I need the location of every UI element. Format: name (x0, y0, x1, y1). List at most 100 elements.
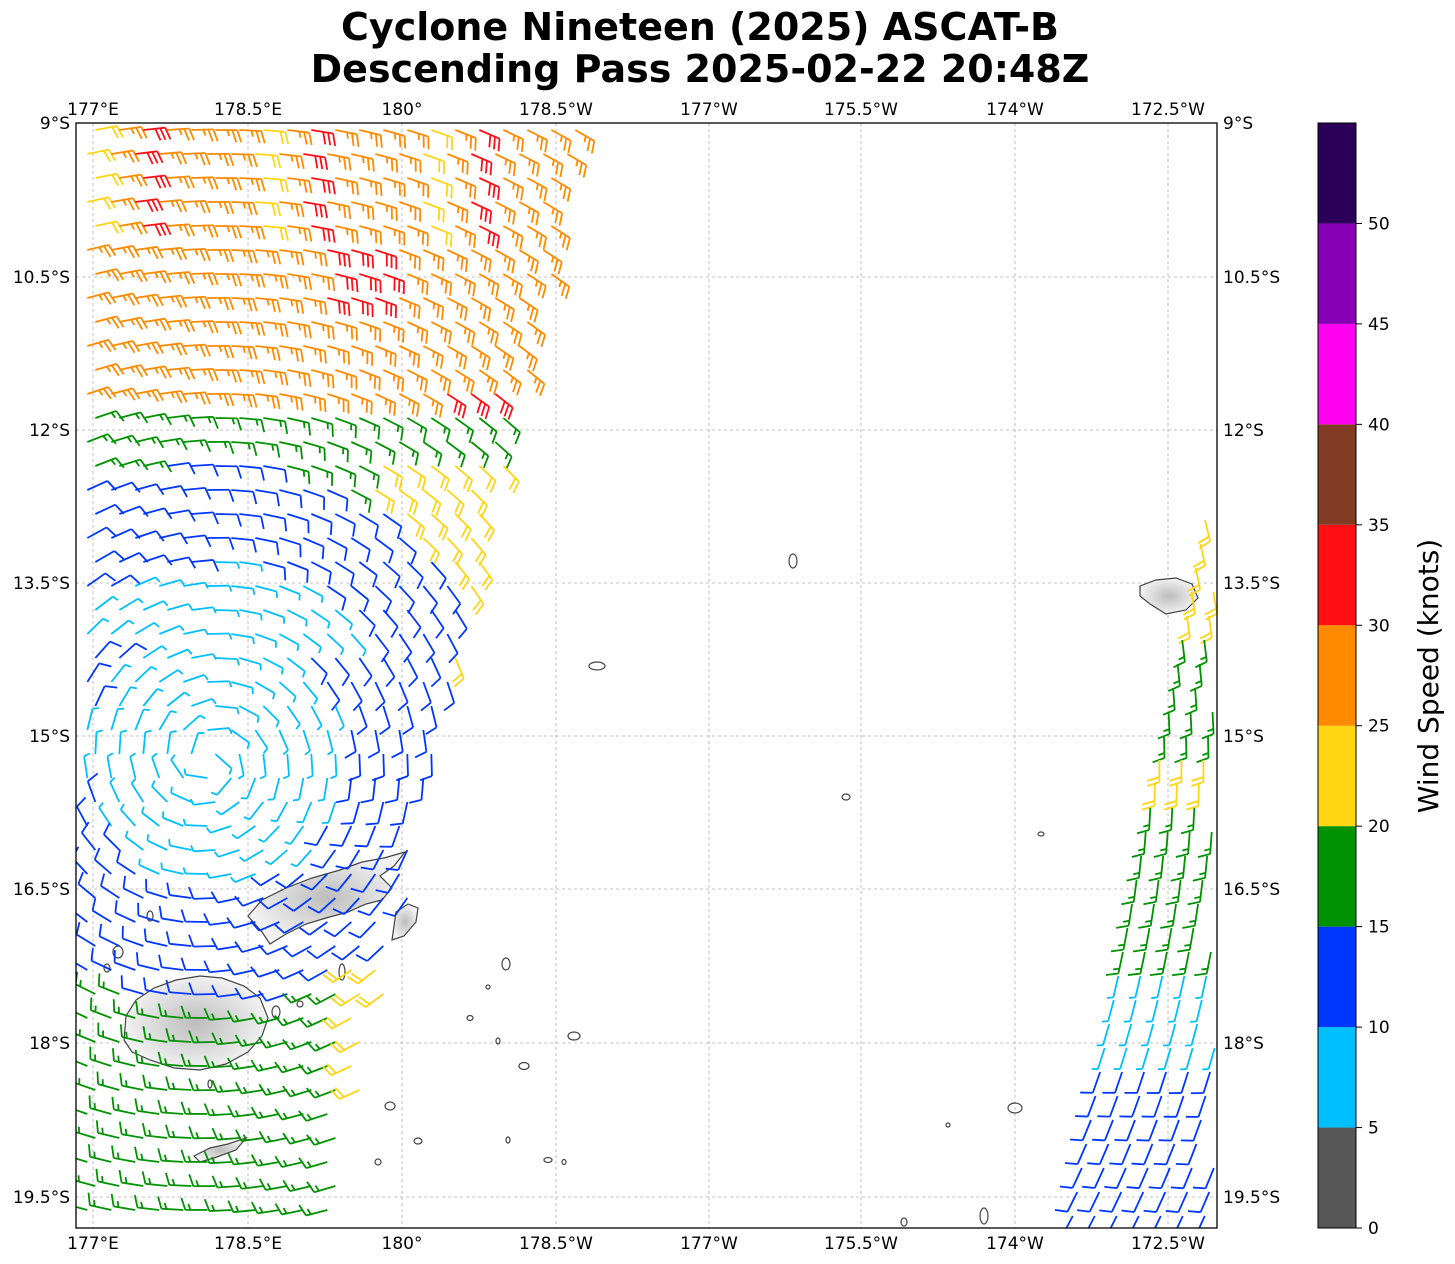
wind-barb (190, 845, 216, 853)
wind-barb (167, 318, 196, 333)
wind-barb (1167, 663, 1181, 692)
wind-barb (235, 1129, 264, 1142)
wind-barb (335, 369, 358, 390)
colorbar-tick-label: 0 (1368, 1219, 1379, 1239)
wind-barb (360, 849, 385, 871)
samoa-island (1139, 577, 1199, 615)
wind-barb (303, 297, 328, 316)
wind-barb (478, 561, 494, 591)
wind-barb (237, 753, 245, 780)
wind-barb (287, 465, 311, 485)
wind-barb (231, 441, 258, 456)
wind-barb (111, 1145, 136, 1163)
wind-barb (502, 273, 524, 298)
wind-barb (1148, 1167, 1171, 1190)
wind-barb (359, 321, 382, 342)
wind-barb (478, 273, 500, 298)
wind-barb (1151, 975, 1164, 999)
wind-barb (391, 729, 404, 759)
wind-barb (1153, 1143, 1176, 1166)
wind-barb (298, 1017, 328, 1028)
wind-barb (430, 657, 442, 688)
wind-barb (180, 1197, 208, 1211)
colorbar-bin (1318, 826, 1356, 927)
wind-barb (1119, 1095, 1141, 1118)
island-niuafoou (841, 793, 851, 801)
wind-barb (141, 1122, 168, 1139)
wind-barb (310, 705, 323, 731)
wind-barb (146, 834, 168, 851)
wind-barb (303, 489, 326, 510)
wind-barb (374, 393, 397, 416)
wind-barb (215, 705, 240, 715)
wind-barb (111, 244, 140, 259)
wind-barb (119, 803, 137, 827)
wind-barb (180, 1053, 208, 1067)
wind-barb (275, 873, 304, 889)
wind-barb (1096, 1023, 1111, 1047)
wind-barb (227, 1200, 256, 1214)
wind-barb (1109, 1143, 1132, 1166)
wind-barb (302, 681, 319, 705)
wind-barb (119, 316, 149, 330)
colorbar-bin (1318, 524, 1356, 626)
wind-barb (348, 921, 376, 939)
wind-barb (282, 1132, 312, 1145)
map-frame (75, 122, 1218, 1229)
wind-barb (407, 177, 430, 198)
wind-barb (287, 369, 312, 387)
wind-barb (374, 537, 394, 564)
wind-barb (470, 201, 493, 224)
wind-barb (168, 839, 192, 851)
wind-barb (329, 825, 353, 847)
wind-barb (1064, 1143, 1088, 1166)
wind-barb (422, 441, 443, 467)
wind-barb (231, 681, 254, 695)
wind-barb (239, 321, 266, 336)
wind-barb (111, 197, 140, 211)
lat-tick-label-left: 16.5°S (13, 880, 70, 900)
wind-barb (350, 489, 372, 513)
wind-barb (383, 321, 405, 343)
wind-barb (279, 393, 304, 411)
wind-barb (303, 345, 327, 364)
wind-barb (398, 537, 417, 565)
wind-barb (390, 801, 409, 826)
wind-barb (215, 273, 243, 287)
wind-barb (93, 847, 112, 875)
wind-barb (274, 1061, 304, 1074)
wind-barb (188, 982, 216, 996)
wind-barb (180, 1149, 208, 1163)
colorbar-tick-label: 20 (1368, 817, 1390, 837)
wind-barb (86, 526, 117, 539)
wind-barb (231, 297, 258, 312)
wind-barb (142, 1026, 168, 1043)
lat-tick-label-right: 18°S (1223, 1034, 1264, 1054)
wind-barb (250, 1106, 280, 1120)
wind-barb (430, 321, 452, 345)
wind-barb (111, 481, 141, 493)
wind-barb (526, 321, 547, 348)
wind-barb (263, 129, 290, 145)
wind-barb (215, 609, 240, 618)
wind-barb (1110, 927, 1129, 953)
wind-barb (205, 872, 232, 879)
lon-tick-label-top: 172.5°W (1131, 100, 1205, 120)
wind-barb (282, 1179, 312, 1192)
chart-title-line-2: Descending Pass 2025-02-22 20:48Z (310, 47, 1090, 91)
wind-barb (211, 1032, 240, 1046)
wind-barb (188, 1174, 216, 1188)
wind-barb (1165, 1191, 1189, 1214)
wind-barb (191, 415, 219, 429)
wind-barb (239, 177, 266, 192)
wind-barb (351, 393, 373, 415)
wind-barb (215, 225, 243, 239)
wind-barb (494, 345, 515, 371)
wind-barb (160, 862, 184, 875)
colorbar: 0 5 10 15 20 25 30 35 40 45 50 (1317, 122, 1390, 1239)
wind-barb (375, 153, 399, 173)
wind-barb (167, 366, 196, 381)
wind-barb (76, 1175, 96, 1187)
wind-barb (158, 905, 184, 923)
wind-barb (359, 273, 382, 294)
